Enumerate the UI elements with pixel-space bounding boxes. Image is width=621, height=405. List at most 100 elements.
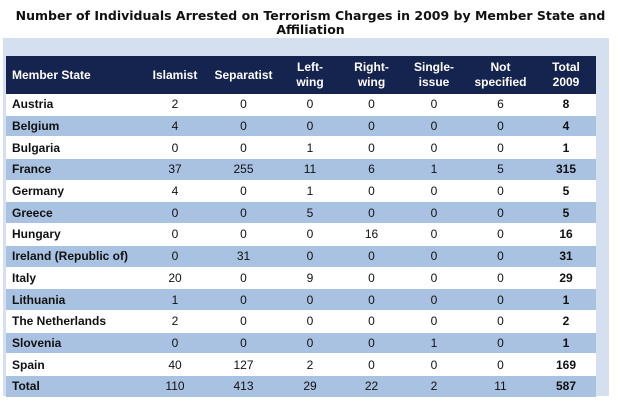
column-header-total-2009: Total 2009 xyxy=(536,56,596,94)
value-cell-islamist: 0 xyxy=(143,245,207,268)
member-state-cell: France xyxy=(6,158,143,181)
value-cell-total-2009: 2 xyxy=(536,310,596,333)
value-cell-total-2009: 16 xyxy=(536,223,596,246)
member-state-cell: Lithuania xyxy=(6,288,143,311)
value-cell-total-2009: 5 xyxy=(536,201,596,225)
value-cell-not-specified: 0 xyxy=(465,201,536,225)
value-cell-right-wing: 6 xyxy=(340,158,403,181)
value-cell-not-specified: 6 xyxy=(465,94,536,116)
value-cell-islamist: 0 xyxy=(143,136,207,160)
value-cell-not-specified: 0 xyxy=(465,310,536,333)
value-cell-not-specified: 0 xyxy=(465,245,536,268)
column-header-text: Islamist xyxy=(152,67,198,82)
value-cell-not-specified: 0 xyxy=(465,115,536,138)
value-cell-right-wing: 0 xyxy=(340,201,403,225)
member-state-cell: Italy xyxy=(6,267,143,290)
value-cell-right-wing: 0 xyxy=(340,267,403,290)
value-cell-single-issue: 0 xyxy=(403,180,465,203)
arrests-table: Member State Islamist Separatist Left-wing R… xyxy=(6,56,596,398)
value-cell-left-wing: 0 xyxy=(280,332,340,355)
value-cell-single-issue: 0 xyxy=(403,223,465,246)
value-cell-separatist: 127 xyxy=(207,353,280,376)
member-state-cell: Bulgaria xyxy=(6,136,143,160)
column-header-text: Not xyxy=(490,60,511,74)
value-cell-not-specified: 0 xyxy=(465,136,536,160)
column-header-islamist: Islamist xyxy=(143,56,207,94)
value-cell-islamist: 4 xyxy=(143,180,207,203)
value-cell-single-issue: 0 xyxy=(403,245,465,268)
column-header-not-specified: Not specified xyxy=(465,56,536,94)
value-cell-left-wing: 0 xyxy=(280,288,340,311)
value-cell-total-2009: 1 xyxy=(536,136,596,160)
value-cell-not-specified: 0 xyxy=(465,332,536,355)
value-cell-not-specified: 5 xyxy=(465,158,536,181)
value-cell-not-specified: 0 xyxy=(465,353,536,376)
value-cell-left-wing: 9 xyxy=(280,267,340,290)
member-state-cell: Germany xyxy=(6,180,143,203)
value-cell-islamist: 20 xyxy=(143,267,207,290)
value-cell-islamist: 40 xyxy=(143,353,207,376)
value-cell-single-issue: 1 xyxy=(403,332,465,355)
value-cell-total-2009: 1 xyxy=(536,332,596,355)
value-cell-islamist: 0 xyxy=(143,201,207,225)
member-state-cell: Ireland (Republic of) xyxy=(6,245,143,268)
column-header-text: issue xyxy=(418,75,450,89)
value-cell-separatist: 0 xyxy=(207,115,280,138)
value-cell-islamist: 110 xyxy=(143,375,207,398)
value-cell-total-2009: 5 xyxy=(536,180,596,203)
table-row: Lithuania 1 0 0 0 0 0 1 xyxy=(6,288,596,311)
table-title: Number of Individuals Arrested on Terror… xyxy=(0,9,621,37)
column-header-right-wing: Right-wing xyxy=(340,56,403,94)
value-cell-total-2009: 29 xyxy=(536,267,596,290)
value-cell-left-wing: 0 xyxy=(280,115,340,138)
value-cell-not-specified: 0 xyxy=(465,267,536,290)
column-header-text: wing xyxy=(296,75,324,89)
column-header-text: Total xyxy=(552,60,580,74)
column-header-text: Single- xyxy=(413,60,454,74)
table-row: Spain 40 127 2 0 0 0 169 xyxy=(6,353,596,376)
value-cell-single-issue: 1 xyxy=(403,158,465,181)
value-cell-separatist: 0 xyxy=(207,267,280,290)
column-header-text: Left- xyxy=(297,60,323,74)
value-cell-islamist: 2 xyxy=(143,310,207,333)
value-cell-total-2009: 169 xyxy=(536,353,596,376)
value-cell-right-wing: 0 xyxy=(340,332,403,355)
member-state-cell: Greece xyxy=(6,201,143,225)
value-cell-total-2009: 31 xyxy=(536,245,596,268)
member-state-cell: Hungary xyxy=(6,223,143,246)
value-cell-right-wing: 0 xyxy=(340,115,403,138)
table-row: Bulgaria 0 0 1 0 0 0 1 xyxy=(6,136,596,160)
value-cell-right-wing: 0 xyxy=(340,180,403,203)
table-row: Slovenia 0 0 0 0 1 0 1 xyxy=(6,332,596,355)
value-cell-separatist: 255 xyxy=(207,158,280,181)
value-cell-left-wing: 11 xyxy=(280,158,340,181)
column-header-separatist: Separatist xyxy=(207,56,280,94)
value-cell-separatist: 31 xyxy=(207,245,280,268)
value-cell-separatist: 0 xyxy=(207,310,280,333)
table-row: Hungary 0 0 0 16 0 0 16 xyxy=(6,223,596,246)
value-cell-not-specified: 0 xyxy=(465,223,536,246)
member-state-cell: Slovenia xyxy=(6,332,143,355)
value-cell-separatist: 0 xyxy=(207,288,280,311)
table-row: Italy 20 0 9 0 0 0 29 xyxy=(6,267,596,290)
value-cell-single-issue: 2 xyxy=(403,375,465,398)
table-row: France 37 255 11 6 1 5 315 xyxy=(6,158,596,181)
value-cell-left-wing: 1 xyxy=(280,136,340,160)
value-cell-not-specified: 11 xyxy=(465,375,536,398)
value-cell-total-2009: 4 xyxy=(536,115,596,138)
member-state-cell: Spain xyxy=(6,353,143,376)
value-cell-separatist: 0 xyxy=(207,180,280,203)
value-cell-left-wing: 0 xyxy=(280,223,340,246)
member-state-cell: The Netherlands xyxy=(6,310,143,333)
value-cell-single-issue: 0 xyxy=(403,310,465,333)
column-header-text: Member State xyxy=(12,67,91,82)
value-cell-separatist: 0 xyxy=(207,136,280,160)
table-row: Ireland (Republic of) 0 31 0 0 0 0 31 xyxy=(6,245,596,268)
value-cell-total-2009: 1 xyxy=(536,288,596,311)
value-cell-left-wing: 5 xyxy=(280,201,340,225)
value-cell-separatist: 0 xyxy=(207,223,280,246)
value-cell-not-specified: 0 xyxy=(465,180,536,203)
value-cell-single-issue: 0 xyxy=(403,94,465,116)
total-row: Total 110 413 29 22 2 11 587 xyxy=(6,375,596,398)
value-cell-total-2009: 587 xyxy=(536,375,596,398)
